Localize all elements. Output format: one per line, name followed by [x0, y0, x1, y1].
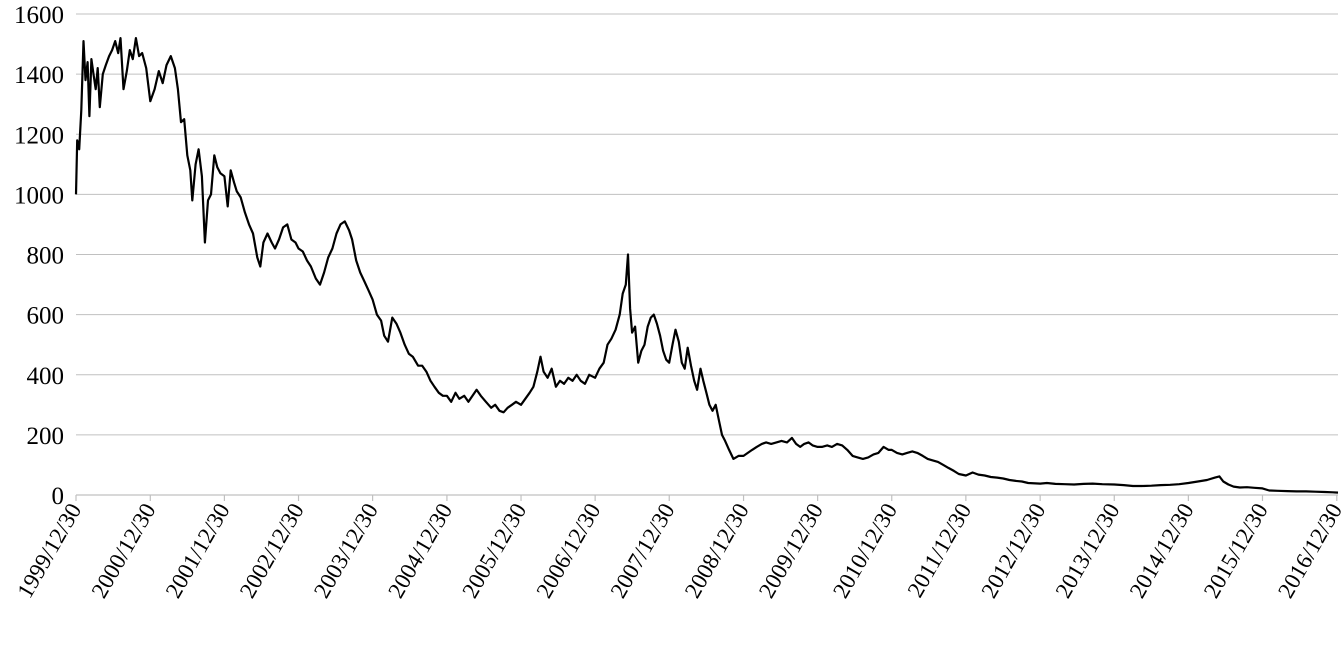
y-tick-label: 1200 [14, 122, 64, 149]
gridlines [76, 13, 1338, 496]
x-tick-label: 2000/12/30 [87, 499, 161, 602]
y-axis-ticks: 0 200 400 600 800 1000 1200 1400 1600 [14, 2, 64, 510]
series-line [74, 37, 1339, 494]
y-tick-label: 400 [27, 363, 65, 390]
x-tick-label: 2005/12/30 [457, 499, 531, 602]
x-tick-label: 2016/12/30 [1273, 499, 1344, 602]
x-tick-label: 2009/12/30 [754, 499, 828, 602]
x-tick-label: 2011/12/30 [903, 499, 977, 602]
y-tick-label: 0 [52, 483, 65, 510]
x-tick-label: 2014/12/30 [1125, 499, 1199, 602]
x-axis-ticks: 1999/12/30 2000/12/30 2001/12/30 2002/12/30… [12, 495, 1344, 602]
y-tick-label: 1600 [14, 2, 64, 29]
y-tick-label: 800 [27, 243, 65, 270]
x-tick-label: 2002/12/30 [235, 499, 309, 602]
y-tick-label: 600 [27, 303, 65, 330]
x-tick-label: 2010/12/30 [828, 499, 902, 602]
x-tick-label: 2013/12/30 [1051, 499, 1125, 602]
x-tick-label: 2015/12/30 [1199, 499, 1273, 602]
y-tick-label: 1400 [14, 62, 64, 89]
x-tick-label: 2006/12/30 [531, 499, 605, 602]
x-tick-label: 2008/12/30 [680, 499, 754, 602]
x-tick-label: 2007/12/30 [606, 499, 680, 602]
x-tick-label: 1999/12/30 [12, 499, 86, 602]
x-tick-label: 2003/12/30 [309, 499, 383, 602]
x-tick-label: 2004/12/30 [383, 499, 457, 602]
x-tick-label: 2012/12/30 [976, 499, 1050, 602]
x-tick-label: 2001/12/30 [161, 499, 235, 602]
y-tick-label: 200 [27, 423, 65, 450]
y-tick-label: 1000 [14, 182, 64, 209]
